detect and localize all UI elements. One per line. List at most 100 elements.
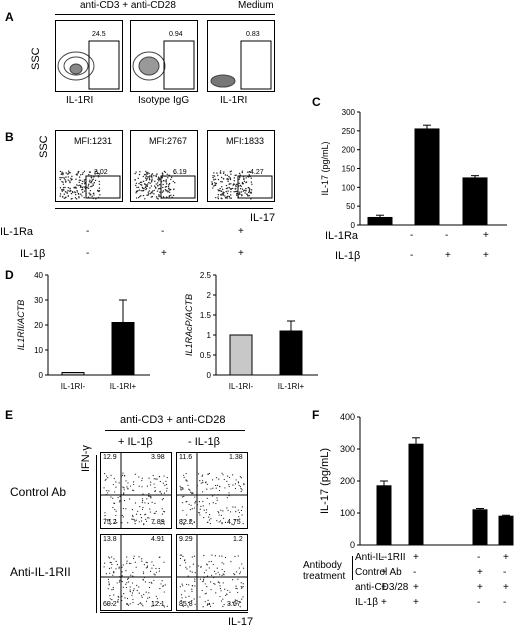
facs-b3-dot-147 (229, 171, 231, 173)
facs-b2-dot-24 (137, 196, 140, 199)
facs-e2-dot-111 (201, 474, 204, 476)
facs-b2-dot-171 (161, 197, 163, 199)
facs-e2-dot-157 (228, 485, 230, 488)
facs-a3-xlabel: IL-1RI (220, 95, 248, 106)
facs-e3-dot-121 (153, 605, 155, 607)
facs-e3-dot-144 (129, 586, 131, 588)
C-ytick-label-4: 200 (342, 146, 356, 155)
facs-b3-dot-155 (221, 186, 223, 188)
facs-b2-dot-152 (162, 190, 165, 192)
panel-b-letter: B (5, 130, 14, 144)
facs-e4-dot-75 (220, 600, 223, 602)
facs-b2-dot-118 (148, 181, 150, 184)
facs-e4-dot-150 (180, 594, 183, 596)
facs-e1-dot-124 (146, 485, 149, 487)
facs-b3-dot-25 (233, 191, 235, 193)
facs-e1-dot-119 (160, 523, 162, 525)
facs-b2-dot-126 (139, 195, 141, 198)
facs-e2-dot-8 (202, 482, 204, 484)
facs-e2-dot-103 (228, 483, 230, 486)
facs-e1-dot-109 (161, 520, 164, 522)
panel-f-sign-r3-c5: + (503, 582, 509, 593)
facs-e1-dot-58 (112, 497, 114, 499)
facs-b2-dot-176 (145, 172, 148, 174)
facs-b3-dot-91 (247, 187, 249, 189)
facs-e2-dot-13 (189, 508, 192, 511)
facs-e1-dot-140 (141, 479, 143, 482)
facs-e1-dot-24 (138, 476, 140, 478)
facs-e3-dot-55 (152, 601, 154, 603)
facs-e3-dot-90 (125, 586, 128, 589)
facs-b2-dot-123 (172, 180, 175, 183)
facs-plot-e3: 13.8 4.91 69.2 12.1 (100, 534, 172, 611)
facs-e4-dot-18 (210, 589, 212, 591)
facs-e1-dot-91 (148, 477, 150, 479)
facs-b1-dot-99 (78, 170, 80, 173)
facs-b2-dot-39 (156, 197, 158, 199)
facs-e1-dot-87 (114, 519, 116, 521)
facs-b1-dot-170 (76, 184, 78, 186)
facs-e4-dot-87 (209, 605, 212, 607)
facs-b2-dot-127 (147, 171, 149, 174)
facs-e4-dot-65 (218, 582, 221, 584)
facs-b1-dot-100 (87, 196, 90, 198)
facs-e1-dot-136 (127, 482, 129, 484)
facs-b2-dot-177 (148, 176, 150, 178)
facs-b1-dot-97 (93, 194, 95, 196)
facs-b3-dot-57 (225, 184, 228, 187)
facs-b1-dot-117 (85, 193, 87, 195)
facs-b2-dot-23 (147, 183, 149, 185)
facs-b1-dot-126 (65, 180, 67, 182)
facs-b1-dot-176 (92, 178, 94, 180)
facs-e2-dot-112 (234, 487, 237, 490)
facs-e1-dot-1 (123, 489, 125, 491)
facs-e2-dot-75 (208, 472, 211, 475)
facs-e1-dot-11 (134, 523, 136, 525)
facs-b3-dot-140 (224, 195, 226, 197)
facs-e3-dot-58 (108, 556, 110, 558)
facs-b3-dot-66 (246, 193, 248, 195)
facs-e1-dot-65 (140, 517, 143, 519)
facs-b3-dot-163 (233, 183, 235, 185)
facs-e1-dot-134 (115, 486, 117, 488)
facs-b3-dot-20 (231, 187, 234, 190)
facs-e1-dot-60 (115, 510, 117, 512)
facs-e3-dot-87 (148, 586, 151, 589)
facs-b2-dot-21 (161, 174, 164, 177)
facs-e4-dot-131 (216, 567, 218, 569)
facs-e3-dot-28 (148, 596, 150, 598)
facs-e4-dot-10 (214, 583, 216, 585)
facs-e4-dot-11 (187, 601, 190, 604)
facs-b1-dot-173 (92, 197, 94, 200)
facs-b3-dot-73 (219, 187, 221, 190)
facs-e1-dot-13 (121, 474, 124, 476)
facs-b1-dot-125 (59, 170, 62, 173)
panel-b-row1-sign-2: - (161, 226, 165, 237)
facs-e3-dot-50 (117, 599, 119, 601)
facs-e3-dot-84 (111, 603, 113, 605)
facs-e2-dot-84 (237, 482, 240, 484)
facs-b1-dot-102 (78, 196, 80, 198)
facs-e2-dot-140 (235, 511, 237, 513)
facs-b3-dot-175 (245, 177, 247, 179)
facs-e2-dot-159 (226, 497, 228, 499)
facs-b3-mfi: MFI:1833 (226, 136, 265, 146)
facs-e2-dot-46 (183, 474, 185, 476)
facs-e1-dot-83 (108, 490, 110, 492)
facs-b3-dot-158 (223, 191, 225, 194)
facs-e3-dot-155 (157, 601, 160, 603)
facs-b1-dot-48 (59, 178, 61, 181)
facs-b3-dot-30 (230, 194, 232, 196)
facs-e4-dot-45 (219, 587, 221, 590)
facs-e3-dot-152 (147, 597, 149, 599)
facs-b3-dot-144 (230, 197, 232, 199)
facs-e1-dot-38 (105, 475, 108, 477)
facs-b1-dot-130 (61, 172, 63, 175)
facs-e1-dot-145 (145, 520, 148, 523)
facs-e4-dot-28 (211, 574, 213, 576)
facs-e2-dot-48 (208, 503, 211, 505)
facs-b2-dot-60 (149, 175, 151, 177)
facs-e4-dot-77 (179, 586, 181, 588)
facs-b1-dot-115 (88, 173, 90, 176)
facs-e3-dot-46 (145, 567, 147, 569)
